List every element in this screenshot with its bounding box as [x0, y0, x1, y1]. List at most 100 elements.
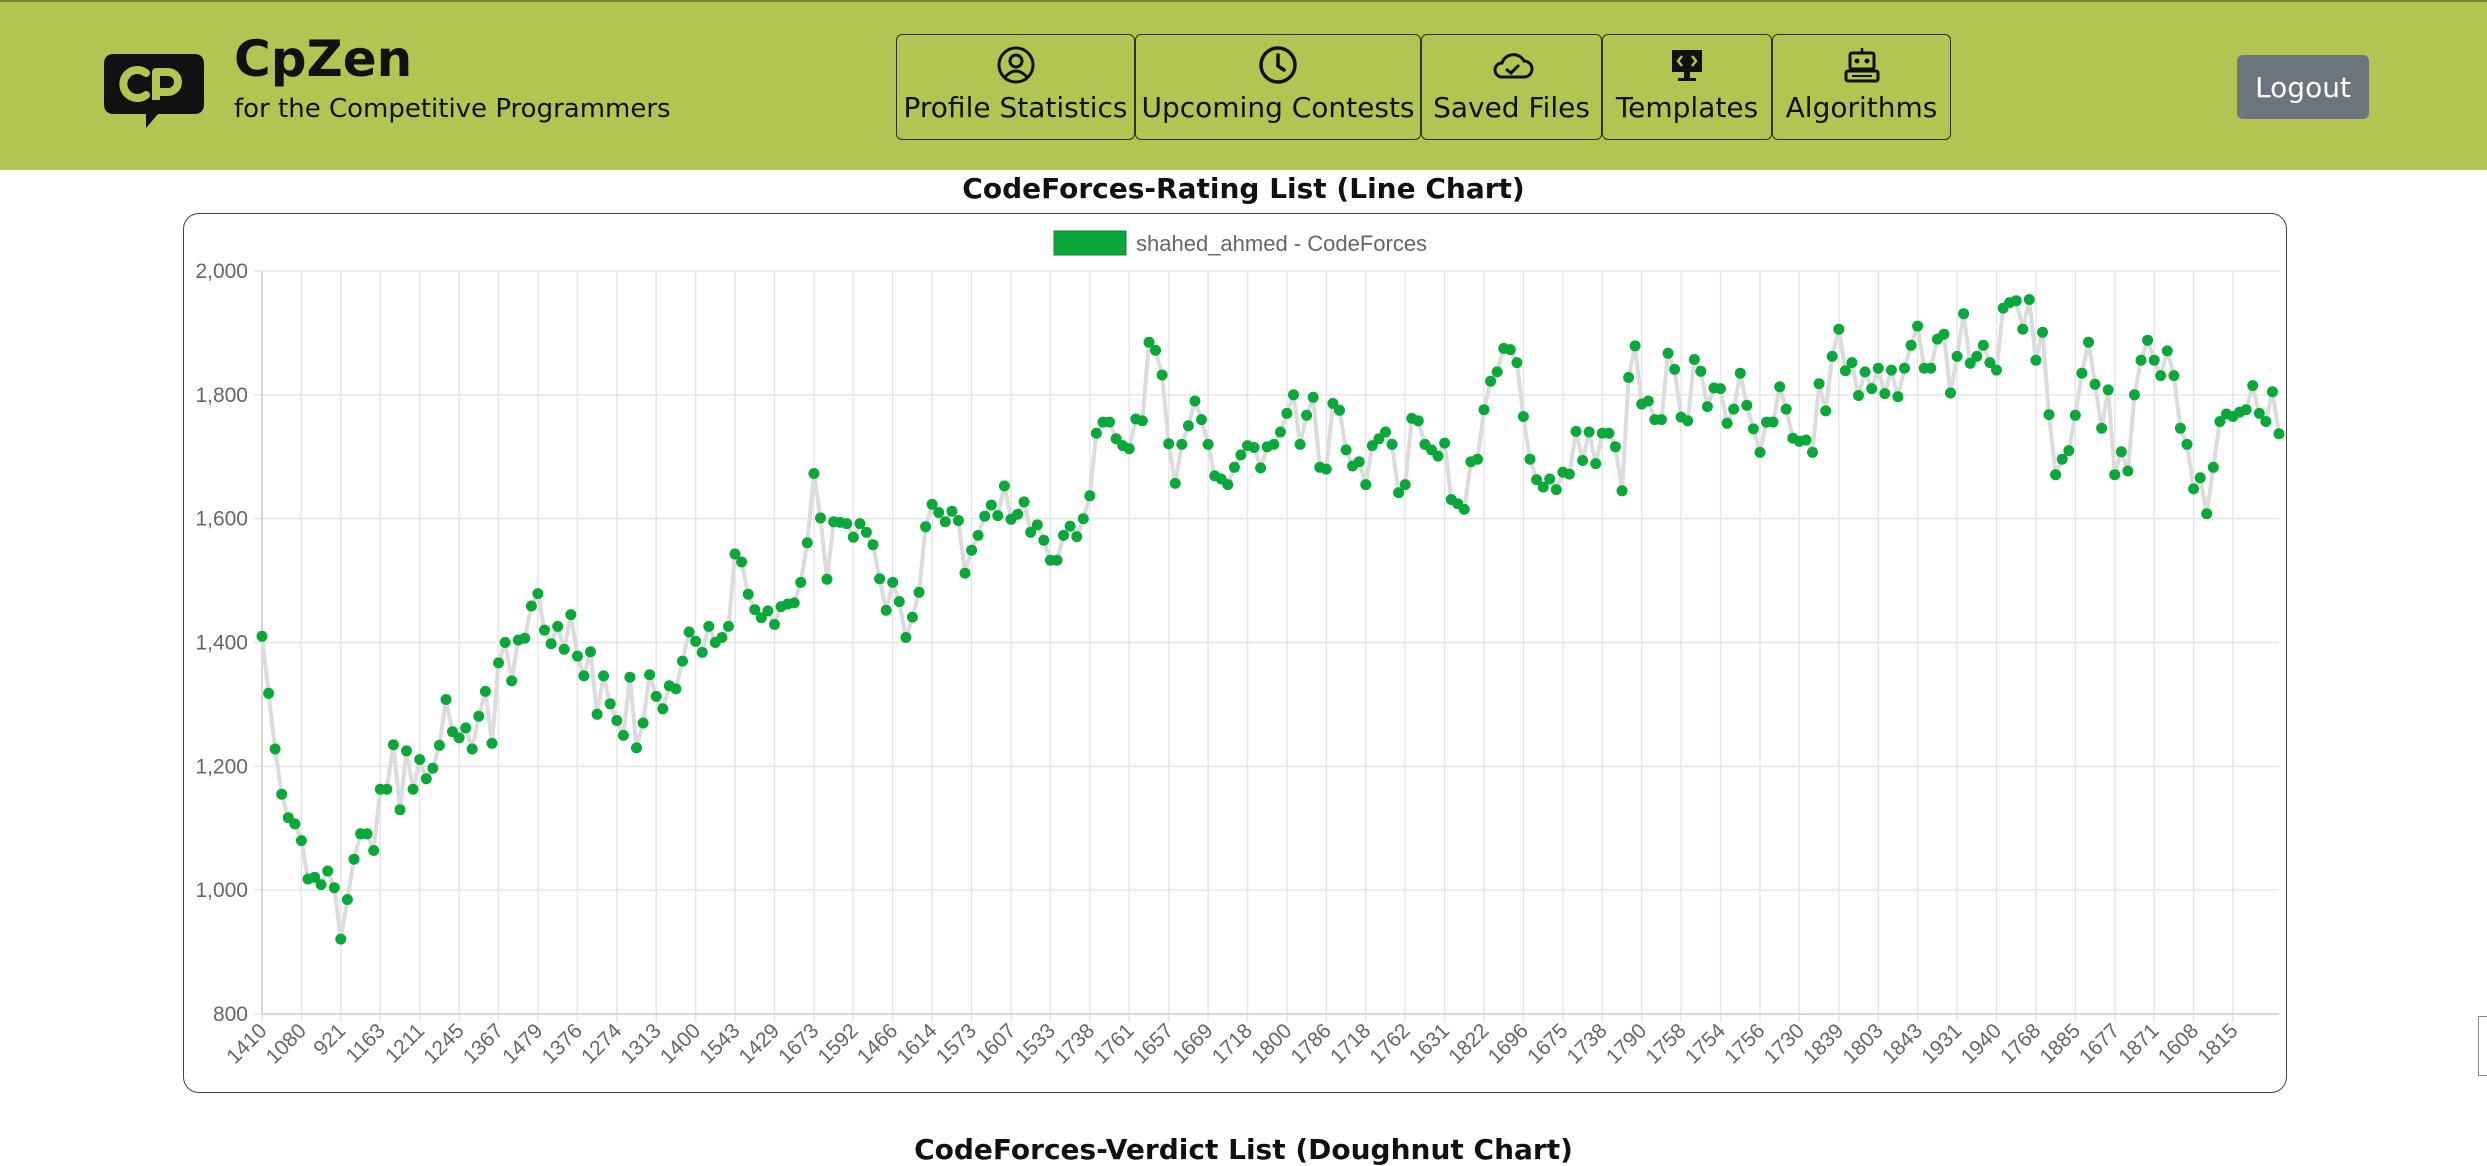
- data-point: [585, 646, 596, 658]
- data-point: [1603, 427, 1615, 439]
- data-point: [322, 865, 334, 877]
- x-tick-label: 1718: [1326, 1019, 1375, 1068]
- data-point: [256, 630, 268, 642]
- data-point: [1695, 365, 1707, 377]
- data-point: [1104, 416, 1115, 428]
- data-point: [1110, 433, 1122, 445]
- data-point: [1196, 414, 1207, 426]
- data-point: [1248, 442, 1260, 453]
- nav-profile-statistics[interactable]: Profile Statistics: [896, 34, 1135, 140]
- robot-icon: [1844, 48, 1879, 83]
- data-point: [1741, 399, 1753, 411]
- nav-saved-files[interactable]: Saved Files: [1421, 34, 1602, 140]
- x-tick-label: 1533: [1011, 1019, 1060, 1068]
- data-point: [2063, 445, 2075, 457]
- clock-icon: [1259, 46, 1297, 84]
- y-tick-label: 800: [213, 1003, 248, 1026]
- data-point: [1866, 383, 1878, 395]
- data-point: [269, 743, 281, 755]
- data-point: [1544, 473, 1556, 485]
- x-tick-label: 1738: [1050, 1019, 1099, 1068]
- data-point: [1728, 403, 1740, 415]
- data-point: [1235, 449, 1247, 461]
- data-point: [2076, 367, 2088, 379]
- data-point: [677, 655, 688, 667]
- data-point: [453, 732, 465, 744]
- data-point: [1491, 366, 1503, 378]
- data-point: [2037, 326, 2048, 338]
- data-point: [926, 498, 938, 510]
- data-point: [2023, 294, 2035, 305]
- data-point: [1642, 395, 1654, 407]
- data-point: [1885, 364, 1897, 376]
- x-tick-label: 1614: [892, 1019, 942, 1069]
- data-point: [2161, 345, 2173, 357]
- data-point: [525, 600, 537, 612]
- x-tick-label: 1543: [695, 1019, 744, 1068]
- data-point: [387, 739, 399, 751]
- x-tick-label: 1163: [342, 1019, 390, 1067]
- x-tick-label: 1738: [1563, 1019, 1612, 1068]
- data-point: [2174, 422, 2186, 434]
- legend-label: shahed_ahmed - CodeForces: [1136, 231, 1427, 256]
- data-point: [1780, 403, 1792, 415]
- data-point: [1905, 339, 1917, 351]
- data-point: [742, 588, 754, 600]
- data-point: [1393, 487, 1405, 499]
- data-point: [769, 619, 780, 630]
- data-point: [565, 609, 577, 621]
- cloud-check-icon: [1493, 53, 1533, 79]
- data-point: [1754, 446, 1766, 458]
- data-point: [1550, 484, 1562, 496]
- data-point: [1879, 388, 1891, 400]
- next-chart-title: CodeForces-Verdict List (Doughnut Chart): [914, 1133, 1573, 1166]
- nav-algorithms[interactable]: Algorithms: [1772, 34, 1951, 140]
- data-point: [1294, 438, 1306, 450]
- data-point: [1222, 479, 1234, 491]
- data-point: [1991, 364, 2002, 376]
- data-point: [604, 698, 616, 710]
- data-point: [1912, 320, 1924, 332]
- chart-title: CodeForces-Rating List (Line Chart): [962, 172, 1525, 205]
- data-point: [2056, 453, 2068, 465]
- data-point: [1472, 453, 1483, 465]
- data-point: [2010, 295, 2022, 307]
- data-point: [1268, 438, 1280, 450]
- x-tick-label: 1211: [381, 1019, 429, 1067]
- data-point: [1925, 362, 1937, 374]
- x-tick-label: 1080: [262, 1019, 311, 1068]
- data-point: [703, 620, 715, 632]
- data-point: [624, 671, 636, 683]
- data-point: [466, 743, 478, 755]
- x-tick-label: 1466: [853, 1019, 902, 1068]
- x-tick-label: 1376: [538, 1019, 587, 1068]
- data-point: [499, 637, 511, 648]
- code-monitor-icon: [1672, 50, 1702, 81]
- data-point: [913, 586, 925, 598]
- data-point: [1859, 366, 1871, 378]
- data-point: [1971, 350, 1983, 362]
- data-point: [1084, 490, 1096, 502]
- scroll-handle[interactable]: [2478, 1016, 2487, 1076]
- data-point: [637, 717, 649, 729]
- data-point: [341, 894, 353, 905]
- nav-upcoming-contests[interactable]: Upcoming Contests: [1135, 34, 1421, 140]
- data-point: [1662, 347, 1674, 359]
- nav-templates[interactable]: Templates: [1602, 34, 1772, 140]
- x-tick-label: 1843: [1878, 1019, 1927, 1068]
- data-point: [1018, 496, 1030, 508]
- data-point: [479, 685, 491, 697]
- data-point: [486, 737, 498, 749]
- data-point: [1327, 398, 1339, 409]
- data-point: [1590, 458, 1602, 470]
- x-tick-label: 1754: [1681, 1019, 1731, 1069]
- data-point: [1432, 450, 1444, 462]
- y-tick-label: 1,600: [195, 508, 248, 531]
- data-point: [749, 604, 761, 616]
- data-point: [821, 573, 833, 585]
- data-point: [1156, 369, 1168, 381]
- logout-button[interactable]: Logout: [2237, 55, 2369, 119]
- data-point: [788, 597, 800, 609]
- data-point: [1380, 426, 1391, 438]
- x-tick-label: 1696: [1484, 1019, 1533, 1068]
